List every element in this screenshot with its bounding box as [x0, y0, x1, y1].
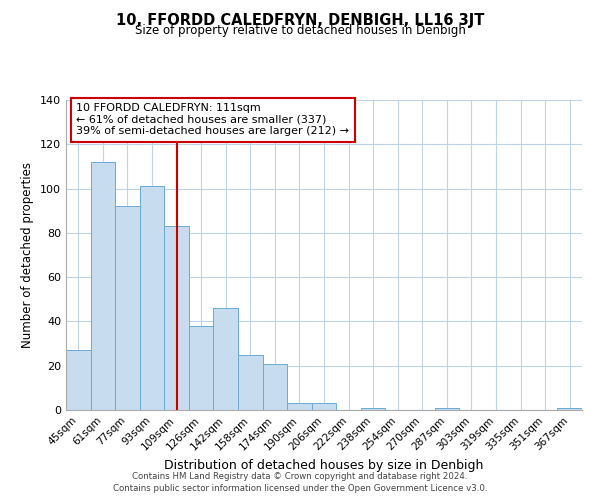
- Text: 10, FFORDD CALEDFRYN, DENBIGH, LL16 3JT: 10, FFORDD CALEDFRYN, DENBIGH, LL16 3JT: [116, 12, 484, 28]
- Bar: [66, 350, 91, 410]
- Bar: [434, 408, 459, 410]
- Text: Contains public sector information licensed under the Open Government Licence v3: Contains public sector information licen…: [113, 484, 487, 493]
- Bar: [312, 404, 336, 410]
- Bar: [164, 226, 189, 410]
- Bar: [189, 326, 214, 410]
- Bar: [361, 408, 385, 410]
- Bar: [238, 354, 263, 410]
- Bar: [140, 186, 164, 410]
- Bar: [557, 408, 582, 410]
- Bar: [263, 364, 287, 410]
- Bar: [214, 308, 238, 410]
- Bar: [91, 162, 115, 410]
- Bar: [287, 404, 312, 410]
- Bar: [115, 206, 140, 410]
- Text: Contains HM Land Registry data © Crown copyright and database right 2024.: Contains HM Land Registry data © Crown c…: [132, 472, 468, 481]
- Y-axis label: Number of detached properties: Number of detached properties: [22, 162, 34, 348]
- X-axis label: Distribution of detached houses by size in Denbigh: Distribution of detached houses by size …: [164, 458, 484, 471]
- Text: 10 FFORDD CALEDFRYN: 111sqm
← 61% of detached houses are smaller (337)
39% of se: 10 FFORDD CALEDFRYN: 111sqm ← 61% of det…: [76, 103, 349, 136]
- Text: Size of property relative to detached houses in Denbigh: Size of property relative to detached ho…: [134, 24, 466, 37]
